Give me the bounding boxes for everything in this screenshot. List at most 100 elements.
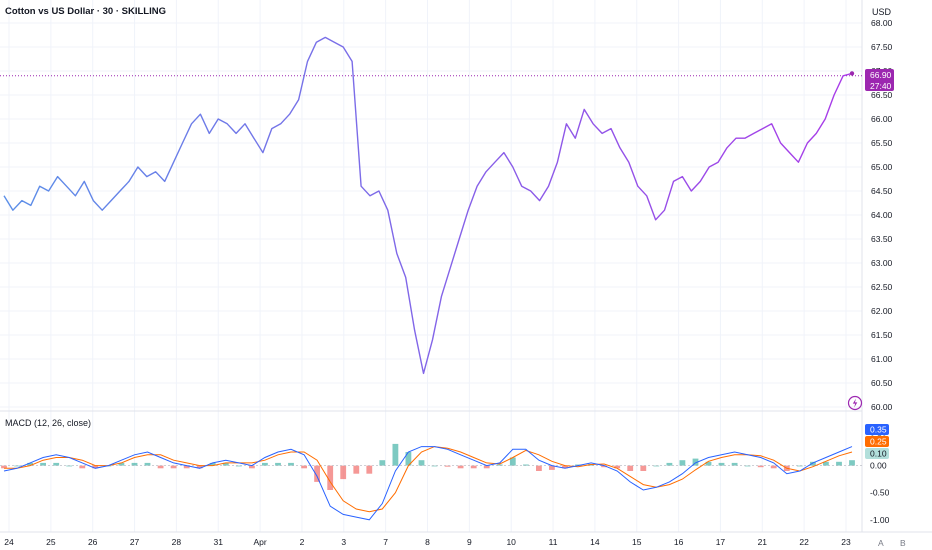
- chart-title[interactable]: Cotton vs US Dollar · 30 · SKILLING: [5, 6, 166, 17]
- histogram-bar: [457, 465, 464, 469]
- signal-value-box: [865, 436, 889, 447]
- price-tick-label: 62.00: [871, 306, 893, 316]
- histogram-bar: [523, 464, 529, 466]
- alert-button[interactable]: [847, 395, 863, 411]
- macd-value-tags: 0.35 0.25 0.10: [865, 424, 889, 459]
- histogram-bar: [483, 465, 490, 469]
- macd-axis[interactable]: 0.500.00-0.50-1.00: [870, 434, 890, 525]
- time-tick-label: Apr: [253, 537, 266, 547]
- histogram-bar: [1, 465, 7, 469]
- price-tag: 66.90 27:40: [865, 69, 894, 91]
- histogram-bar: [366, 465, 373, 474]
- histogram-bar: [614, 465, 621, 469]
- histogram-bar: [118, 462, 125, 466]
- histogram-bar: [731, 462, 738, 466]
- price-tick-label: 61.50: [871, 330, 893, 340]
- price-tick-label: 63.00: [871, 258, 893, 268]
- time-tick-label: 8: [425, 537, 430, 547]
- histogram-bar: [718, 462, 725, 466]
- time-tick-label: 23: [841, 537, 851, 547]
- macd-histogram: [0, 443, 862, 490]
- time-tick-label: 10: [506, 537, 516, 547]
- histogram-bar: [627, 465, 634, 471]
- time-tick-label: 15: [632, 537, 642, 547]
- price-tag-box: [865, 69, 894, 91]
- time-tick-label: 31: [214, 537, 224, 547]
- footer-button-a[interactable]: A: [878, 538, 884, 548]
- hist-value-box: [865, 448, 889, 459]
- price-tick-label: 60.00: [871, 402, 893, 412]
- time-tick-label: 26: [88, 537, 98, 547]
- histogram-bar: [379, 460, 386, 466]
- histogram-bar: [14, 465, 20, 467]
- time-tick-label: 3: [341, 537, 346, 547]
- histogram-bar: [235, 465, 242, 467]
- histogram-bar: [209, 462, 216, 466]
- price-tick-label: 61.00: [871, 354, 893, 364]
- histogram-bar: [562, 465, 568, 469]
- time-tick-label: 16: [674, 537, 684, 547]
- time-tick-label: 9: [467, 537, 472, 547]
- histogram-bar: [666, 462, 673, 466]
- macd-series: [3, 446, 853, 521]
- price-tag-price: 66.90: [870, 70, 892, 80]
- time-axis[interactable]: 24 25 26 27 28 31 Apr 2 3 7 8 9 10 11 14 15 16 17 21 22 23: [4, 537, 851, 547]
- histogram-bar: [222, 462, 229, 466]
- price-tick-label: 66.50: [871, 90, 893, 100]
- price-tick-label: 60.50: [871, 378, 893, 388]
- macd-value-box: [865, 424, 889, 435]
- price-tick-label: 64.00: [871, 210, 893, 220]
- signal-value: 0.25: [870, 437, 887, 447]
- hist-value: 0.10: [870, 449, 887, 459]
- histogram-bar: [431, 465, 438, 467]
- macd-tick-label: 0.00: [870, 461, 887, 471]
- macd-label[interactable]: MACD (12, 26, close): [5, 418, 91, 428]
- histogram-bar: [327, 465, 334, 490]
- histogram-bar: [92, 465, 99, 469]
- histogram-bar: [157, 465, 164, 469]
- lightning-icon[interactable]: [847, 395, 863, 411]
- histogram-bar: [418, 460, 425, 466]
- histogram-bar: [601, 465, 607, 468]
- histogram-bar: [679, 460, 686, 466]
- time-tick-label: 21: [758, 537, 768, 547]
- footer-button-b[interactable]: B: [900, 538, 906, 548]
- histogram-bar: [170, 465, 177, 469]
- price-line: [3, 36, 853, 375]
- histogram-bar: [27, 462, 33, 466]
- price-tick-label: 68.00: [871, 18, 893, 28]
- time-tick-label: 22: [799, 537, 809, 547]
- histogram-bar: [575, 464, 581, 466]
- histogram-bar: [196, 465, 203, 469]
- histogram-bar: [314, 465, 320, 482]
- signal-line: [4, 446, 853, 513]
- histogram-bar: [275, 462, 281, 466]
- price-tick-label: 66.00: [871, 114, 893, 124]
- price-tick-label: 65.00: [871, 162, 893, 172]
- grid-lines: [0, 0, 862, 532]
- histogram-bar: [509, 457, 516, 466]
- price-tick-label: 63.50: [871, 234, 893, 244]
- histogram-bar: [757, 465, 764, 468]
- time-tick-label: 28: [172, 537, 182, 547]
- histogram-bar: [353, 465, 360, 474]
- histogram-bar: [79, 465, 86, 469]
- last-price-dot: [849, 71, 855, 76]
- histogram-bar: [823, 461, 829, 466]
- histogram-bar: [549, 465, 555, 470]
- histogram-bar: [744, 465, 751, 467]
- histogram-bar: [340, 465, 347, 480]
- histogram-bar: [144, 462, 151, 466]
- price-axis[interactable]: 68.0067.5067.0066.5066.0065.5065.0064.50…: [871, 18, 893, 412]
- macd-tick-label: -0.50: [870, 488, 890, 498]
- histogram-bar: [392, 443, 399, 466]
- histogram-bar: [288, 462, 294, 466]
- histogram-bar: [810, 461, 816, 466]
- histogram-bar: [770, 465, 777, 469]
- currency-label[interactable]: USD: [872, 7, 892, 17]
- time-tick-label: 25: [46, 537, 56, 547]
- price-tick-label: 62.50: [871, 282, 893, 292]
- histogram-bar: [796, 465, 803, 467]
- histogram-bar: [40, 462, 46, 466]
